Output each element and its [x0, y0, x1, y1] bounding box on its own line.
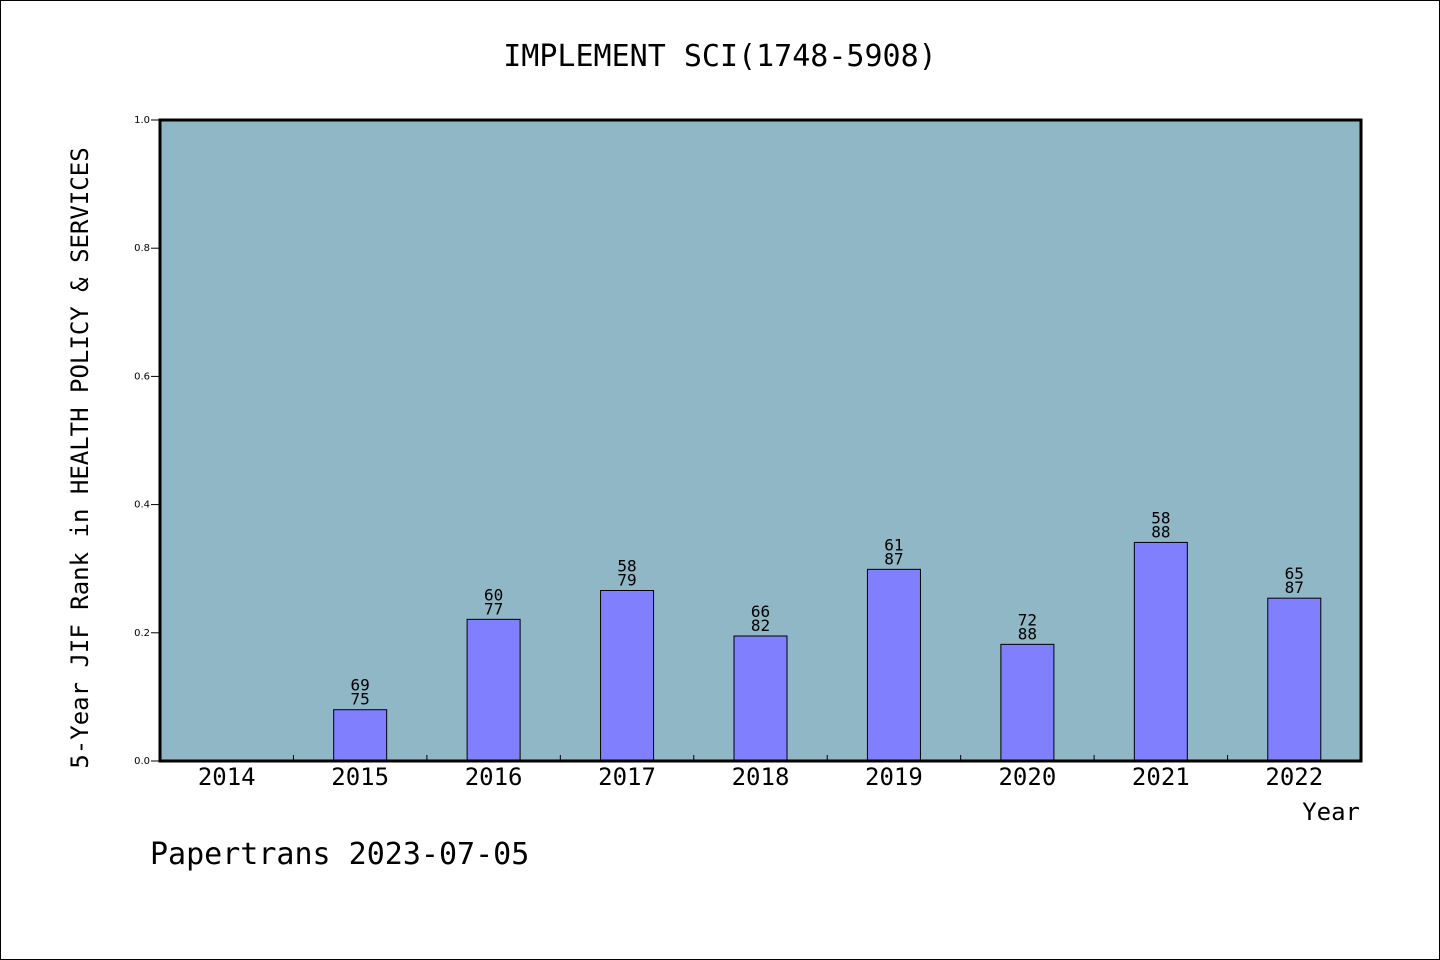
bar-label-rank-2016: 60 [484, 585, 503, 604]
bar-label-total-2018: 82 [751, 616, 770, 635]
y-tick-label-0.6: 0.6 [134, 371, 150, 382]
bar-label-rank-2018: 66 [751, 602, 770, 621]
bar-label-rank-2019: 61 [884, 535, 903, 554]
x-tick-label-2019: 2019 [865, 763, 923, 791]
x-tick-label-2022: 2022 [1265, 763, 1323, 791]
y-tick-label-1.0: 1.0 [134, 115, 150, 126]
bar-2022 [1267, 597, 1322, 762]
bar-label-rank-2015: 69 [351, 676, 370, 695]
bar-label-total-2015: 75 [351, 690, 370, 709]
ticks-layer: 2014 2015 2016 2017 2018 2019 2020 2021 2022 0.0 0… [134, 115, 1323, 791]
x-tick-label-2021: 2021 [1132, 763, 1190, 791]
y-tick-label-0.4: 0.4 [134, 500, 150, 511]
chart-title: IMPLEMENT SCI(1748-5908) [503, 39, 936, 74]
bar-2016 [466, 618, 521, 762]
y-tick-label-0.0: 0.0 [134, 756, 150, 767]
bar-label-rank-2017: 58 [617, 556, 636, 575]
bar-label-total-2019: 87 [884, 549, 903, 568]
y-tick-label-0.2: 0.2 [134, 628, 150, 639]
bar-label-total-2017: 79 [617, 570, 636, 589]
y-tick-label-0.8: 0.8 [134, 243, 150, 254]
x-tick-label-2020: 2020 [998, 763, 1056, 791]
bar-label-rank-2020: 72 [1018, 610, 1037, 629]
bar-2020 [1000, 643, 1055, 762]
bar-label-total-2022: 87 [1285, 578, 1304, 597]
bar-label-total-2016: 77 [484, 599, 503, 618]
bar-2018 [733, 635, 788, 762]
x-axis-label: Year [1302, 798, 1360, 826]
plot-border [158, 118, 1363, 763]
bar-label-rank-2022: 65 [1285, 564, 1304, 583]
footer-text: Papertrans 2023-07-05 [150, 837, 529, 872]
bar-label-total-2020: 88 [1018, 624, 1037, 643]
x-tick-label-2018: 2018 [732, 763, 790, 791]
x-tick-label-2016: 2016 [465, 763, 523, 791]
x-tick-label-2014: 2014 [198, 763, 256, 791]
bar-2021 [1133, 541, 1188, 762]
bar-2019 [866, 568, 921, 762]
bar-2017 [600, 589, 655, 762]
x-tick-label-2017: 2017 [598, 763, 656, 791]
bar-2015 [333, 709, 388, 762]
bar-label-total-2021: 88 [1151, 522, 1170, 541]
y-axis-label: 5-Year JIF Rank in HEALTH POLICY & SERVI… [66, 147, 94, 768]
bar-label-rank-2021: 58 [1151, 508, 1170, 527]
x-tick-label-2015: 2015 [331, 763, 389, 791]
